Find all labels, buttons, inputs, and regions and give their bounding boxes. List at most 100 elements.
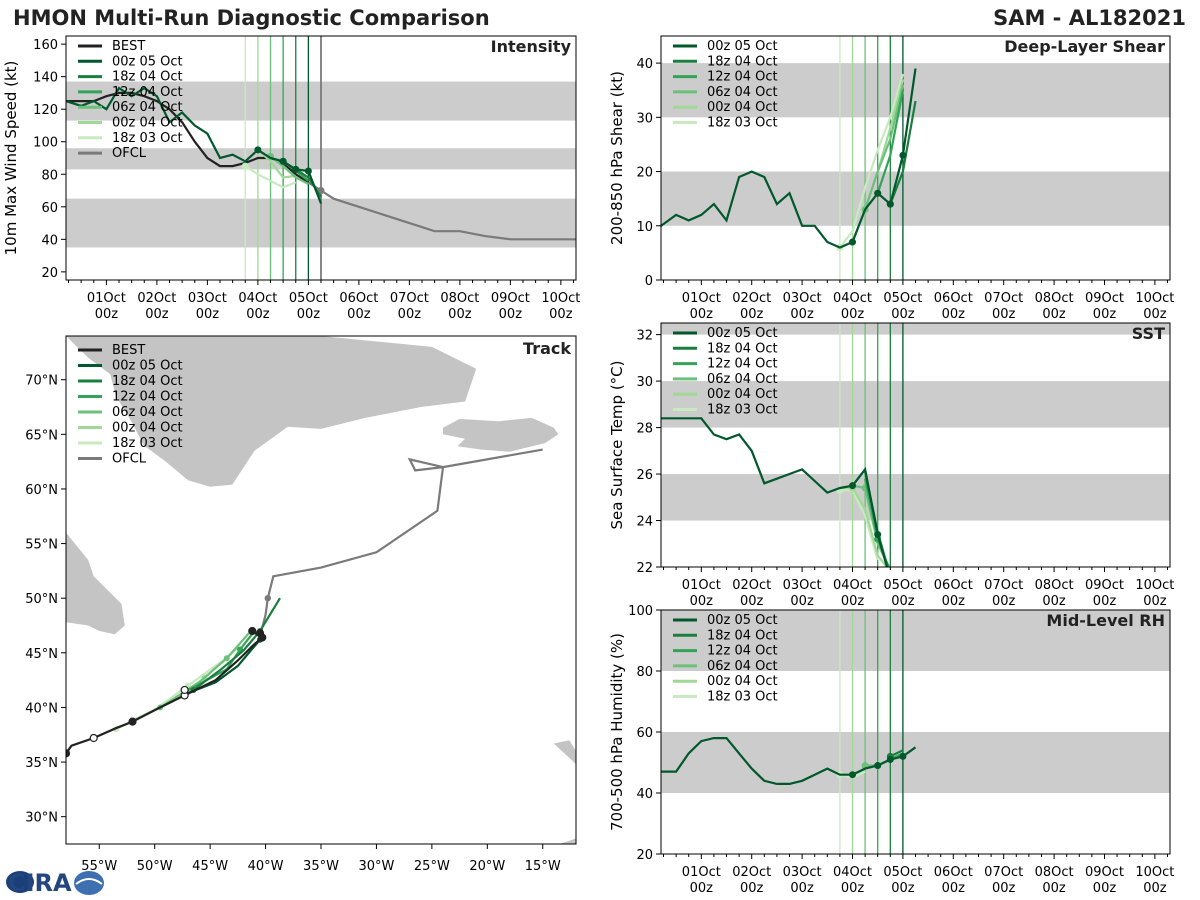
rh-run-line xyxy=(661,736,917,786)
rh-x-tick-label: 04Oct xyxy=(833,865,872,880)
track-x-tick-label: 45°W xyxy=(192,859,228,874)
track-best-point xyxy=(255,629,265,638)
track-run-line xyxy=(192,597,281,691)
intensity-y-tick-label: 40 xyxy=(41,233,58,248)
intensity-x-tick-label: 00z xyxy=(448,307,472,322)
shear-y-tick-label: 10 xyxy=(636,220,653,235)
shear-x-tick-label: 10Oct xyxy=(1135,291,1174,306)
shear-y-tick-label: 20 xyxy=(636,166,653,181)
rh-legend-label: 18z 03 Oct xyxy=(707,690,778,705)
intensity-y-tick-label: 160 xyxy=(33,38,58,53)
cira-logo-mark xyxy=(6,871,34,893)
sst-x-tick-label: 10Oct xyxy=(1135,578,1174,593)
intensity-y-tick-label: 120 xyxy=(33,103,58,118)
sst-legend-label: 18z 04 Oct xyxy=(707,341,778,356)
rh-panel: 01Oct00z02Oct00z03Oct00z04Oct00z05Oct00z… xyxy=(608,604,1174,896)
track-legend-label: 18z 04 Oct xyxy=(112,374,183,389)
intensity-run-point xyxy=(292,165,300,173)
sst-legend-label: 12z 04 Oct xyxy=(707,357,778,372)
track-x-tick-label: 55°W xyxy=(81,859,117,874)
rh-y-tick-label: 80 xyxy=(636,665,653,680)
shear-y-tick-label: 0 xyxy=(645,274,653,289)
track-legend-label: BEST xyxy=(112,343,145,358)
intensity-x-tick-label: 03Oct xyxy=(188,291,227,306)
cira-logo-text: CIRA xyxy=(8,869,72,897)
rh-x-tick-label: 01Oct xyxy=(682,865,721,880)
rh-x-tick-label: 09Oct xyxy=(1085,865,1124,880)
sst-x-tick-label: 00z xyxy=(1143,594,1167,609)
sst-y-tick-label: 24 xyxy=(636,515,653,530)
intensity-x-tick-label: 00z xyxy=(246,307,270,322)
sst-x-tick-label: 00z xyxy=(690,594,714,609)
track-legend-label: 18z 03 Oct xyxy=(112,436,183,451)
rh-run-point xyxy=(874,762,882,770)
sst-legend-label: 06z 04 Oct xyxy=(707,372,778,387)
sst-run-line xyxy=(839,486,889,567)
shear-x-tick-label: 00z xyxy=(690,307,714,322)
sst-run-point xyxy=(849,482,857,490)
sst-panel-title: SST xyxy=(1132,324,1165,343)
intensity-legend-label: 18z 04 Oct xyxy=(112,70,183,85)
intensity-run-line xyxy=(257,149,296,179)
rh-y-tick-label: 40 xyxy=(636,787,653,802)
sst-band xyxy=(661,381,1170,428)
intensity-legend-label: 00z 04 Oct xyxy=(112,116,183,131)
track-x-tick-label: 15°W xyxy=(525,859,561,874)
sst-plot-area xyxy=(661,323,1170,567)
intensity-x-tick-label: 00z xyxy=(549,307,573,322)
shear-x-tick-label: 04Oct xyxy=(833,291,872,306)
intensity-run-point xyxy=(241,162,249,170)
rh-x-tick-label: 05Oct xyxy=(883,865,922,880)
track-y-tick-label: 50°N xyxy=(25,592,58,607)
sst-y-tick-label: 28 xyxy=(636,422,653,437)
sst-legend-label: 00z 05 Oct xyxy=(707,326,778,341)
sst-y-tick-label: 22 xyxy=(636,561,653,576)
shear-plot-area xyxy=(661,36,1170,280)
rh-x-tick-label: 00z xyxy=(790,881,814,896)
rh-x-tick-label: 00z xyxy=(1042,881,1066,896)
shear-run-line xyxy=(864,84,904,210)
rh-y-tick-label: 100 xyxy=(628,604,653,619)
cira-logo-swoosh xyxy=(75,878,103,885)
track-run-point xyxy=(223,655,230,662)
track-legend-label: OFCL xyxy=(112,452,147,467)
track-y-tick-label: 30°N xyxy=(25,811,58,826)
intensity-x-tick-label: 06Oct xyxy=(339,291,378,306)
shear-band xyxy=(661,171,1170,226)
track-y-tick-label: 70°N xyxy=(25,374,58,389)
shear-legend-label: 18z 04 Oct xyxy=(707,54,778,69)
shear-x-tick-label: 00z xyxy=(891,307,915,322)
shear-x-tick-label: 01Oct xyxy=(682,291,721,306)
iceland-landmass xyxy=(443,417,559,452)
rh-y-tick-label: 20 xyxy=(636,848,653,863)
track-x-tick-label: 40°W xyxy=(248,859,284,874)
intensity-legend-label: 12z 04 Oct xyxy=(112,85,183,100)
track-y-tick-label: 40°N xyxy=(25,701,58,716)
shear-x-tick-label: 00z xyxy=(740,307,764,322)
rh-band xyxy=(661,732,1170,793)
intensity-y-tick-label: 100 xyxy=(33,136,58,151)
shear-x-tick-label: 09Oct xyxy=(1085,291,1124,306)
sst-x-tick-label: 04Oct xyxy=(833,578,872,593)
intensity-y-tick-label: 140 xyxy=(33,71,58,86)
sst-run-line xyxy=(839,489,879,561)
sst-band xyxy=(661,474,1170,521)
sst-x-tick-label: 06Oct xyxy=(934,578,973,593)
shear-run-point xyxy=(849,238,857,246)
rh-x-tick-label: 00z xyxy=(1143,881,1167,896)
shear-x-tick-label: 05Oct xyxy=(883,291,922,306)
sst-legend-label: 00z 04 Oct xyxy=(707,387,778,402)
shear-x-tick-label: 00z xyxy=(1093,307,1117,322)
sst-y-tick-label: 32 xyxy=(636,329,653,344)
intensity-legend-label: BEST xyxy=(112,39,145,54)
intensity-x-tick-label: 04Oct xyxy=(238,291,277,306)
sst-x-tick-label: 00z xyxy=(790,594,814,609)
intensity-run-line xyxy=(244,165,297,189)
sst-x-tick-label: 02Oct xyxy=(732,578,771,593)
sst-legend-label: 18z 03 Oct xyxy=(707,403,778,418)
intensity-panel-title: Intensity xyxy=(491,37,572,56)
intensity-legend-label: 18z 03 Oct xyxy=(112,131,183,146)
rh-x-tick-label: 03Oct xyxy=(783,865,822,880)
shear-legend-label: 18z 03 Oct xyxy=(707,116,778,131)
shear-run-point xyxy=(874,189,882,197)
